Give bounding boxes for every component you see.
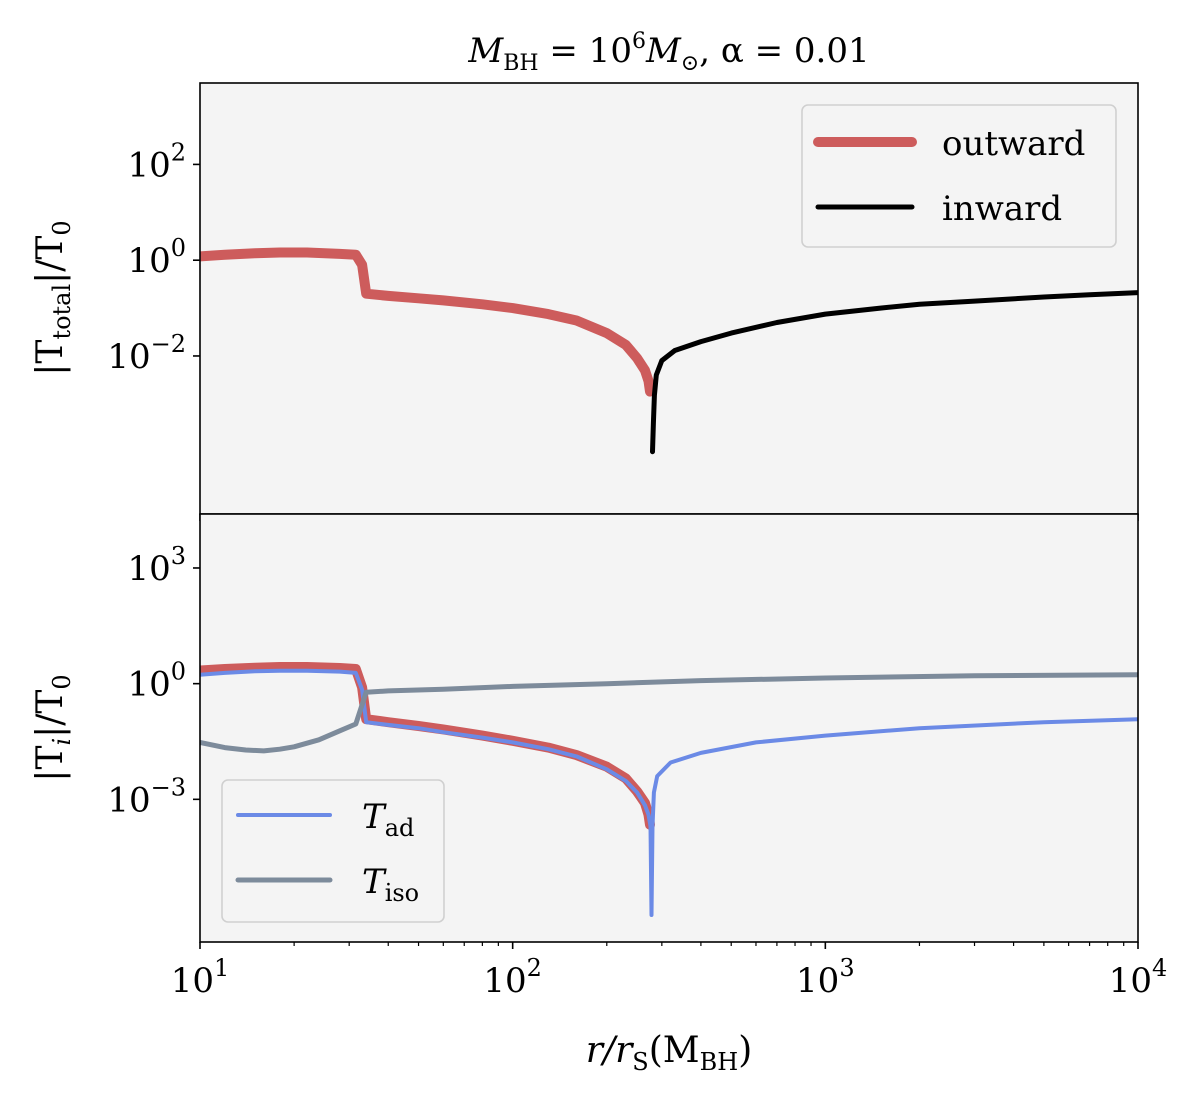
- bottom-series-t-iso: [200, 672, 1138, 754]
- bottom-y-tick-label: 100: [127, 658, 186, 705]
- x-tick-label: 102: [483, 954, 542, 1001]
- top-y-axis-title: |Ttotal|/T0: [30, 220, 76, 375]
- chart-title: MBH = 106M⊙, α = 0.01: [467, 29, 869, 76]
- top-ticks-group: 102 100 10−2: [107, 138, 1139, 521]
- top-legend: outward inward: [801, 104, 1117, 248]
- top-series-inward: [650, 290, 1138, 455]
- bottom-y-tick-label: 10−3: [107, 773, 186, 820]
- bottom-ticks-group: 103 100 10−3 101 102 103 104: [107, 542, 1167, 1001]
- bottom-series-t-ad: [200, 668, 1138, 917]
- x-tick-label: 101: [171, 954, 230, 1001]
- top-series-outward: [200, 247, 655, 397]
- top-y-tick-label: 100: [127, 234, 186, 281]
- legend-label-t-ad: Tad: [362, 797, 414, 842]
- bottom-y-axis-title: |Ti|/T0: [30, 674, 76, 781]
- x-tick-label: 104: [1109, 954, 1168, 1001]
- top-panel: 102 100 10−2 |Ttotal|/T0 outward inward: [30, 82, 1139, 521]
- bottom-series-group: [200, 662, 1138, 917]
- x-tick-label: 103: [796, 954, 855, 1001]
- legend-label-inward: inward: [942, 189, 1062, 229]
- top-series-group: [200, 247, 1138, 455]
- bottom-axes-frame: [199, 513, 1139, 943]
- legend-label-t-iso: Tiso: [362, 862, 419, 907]
- legend-label-outward: outward: [942, 124, 1085, 164]
- top-y-tick-label: 10−2: [107, 330, 186, 377]
- bottom-y-tick-label: 103: [127, 542, 186, 589]
- top-y-tick-label: 102: [127, 138, 186, 185]
- x-axis-title: r/rS(MBH): [586, 1030, 753, 1076]
- bottom-legend: Tad Tiso: [221, 779, 445, 923]
- bottom-panel: 103 100 10−3 101 102 103 104 |Ti|/T0 r/rS(MBH)…: [30, 513, 1167, 1076]
